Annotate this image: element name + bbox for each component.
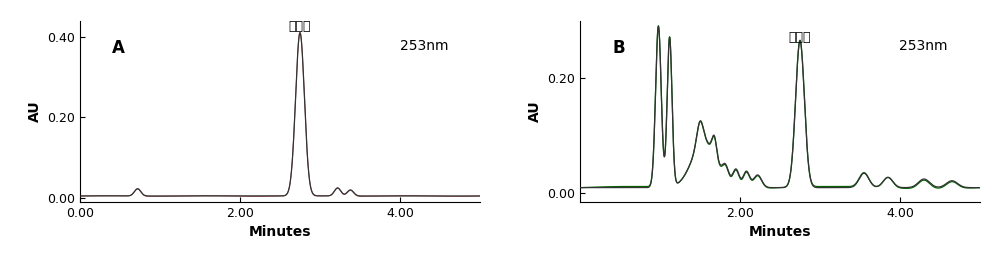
X-axis label: Minutes: Minutes xyxy=(249,225,311,239)
Text: B: B xyxy=(612,39,625,57)
Text: 253nm: 253nm xyxy=(900,39,948,53)
Y-axis label: AU: AU xyxy=(528,100,542,122)
Text: A: A xyxy=(112,39,125,57)
Text: 棵花酸: 棵花酸 xyxy=(789,31,811,44)
Text: 253nm: 253nm xyxy=(400,39,448,53)
Y-axis label: AU: AU xyxy=(28,100,42,122)
X-axis label: Minutes: Minutes xyxy=(749,225,811,239)
Text: 棵花酸: 棵花酸 xyxy=(289,20,311,33)
